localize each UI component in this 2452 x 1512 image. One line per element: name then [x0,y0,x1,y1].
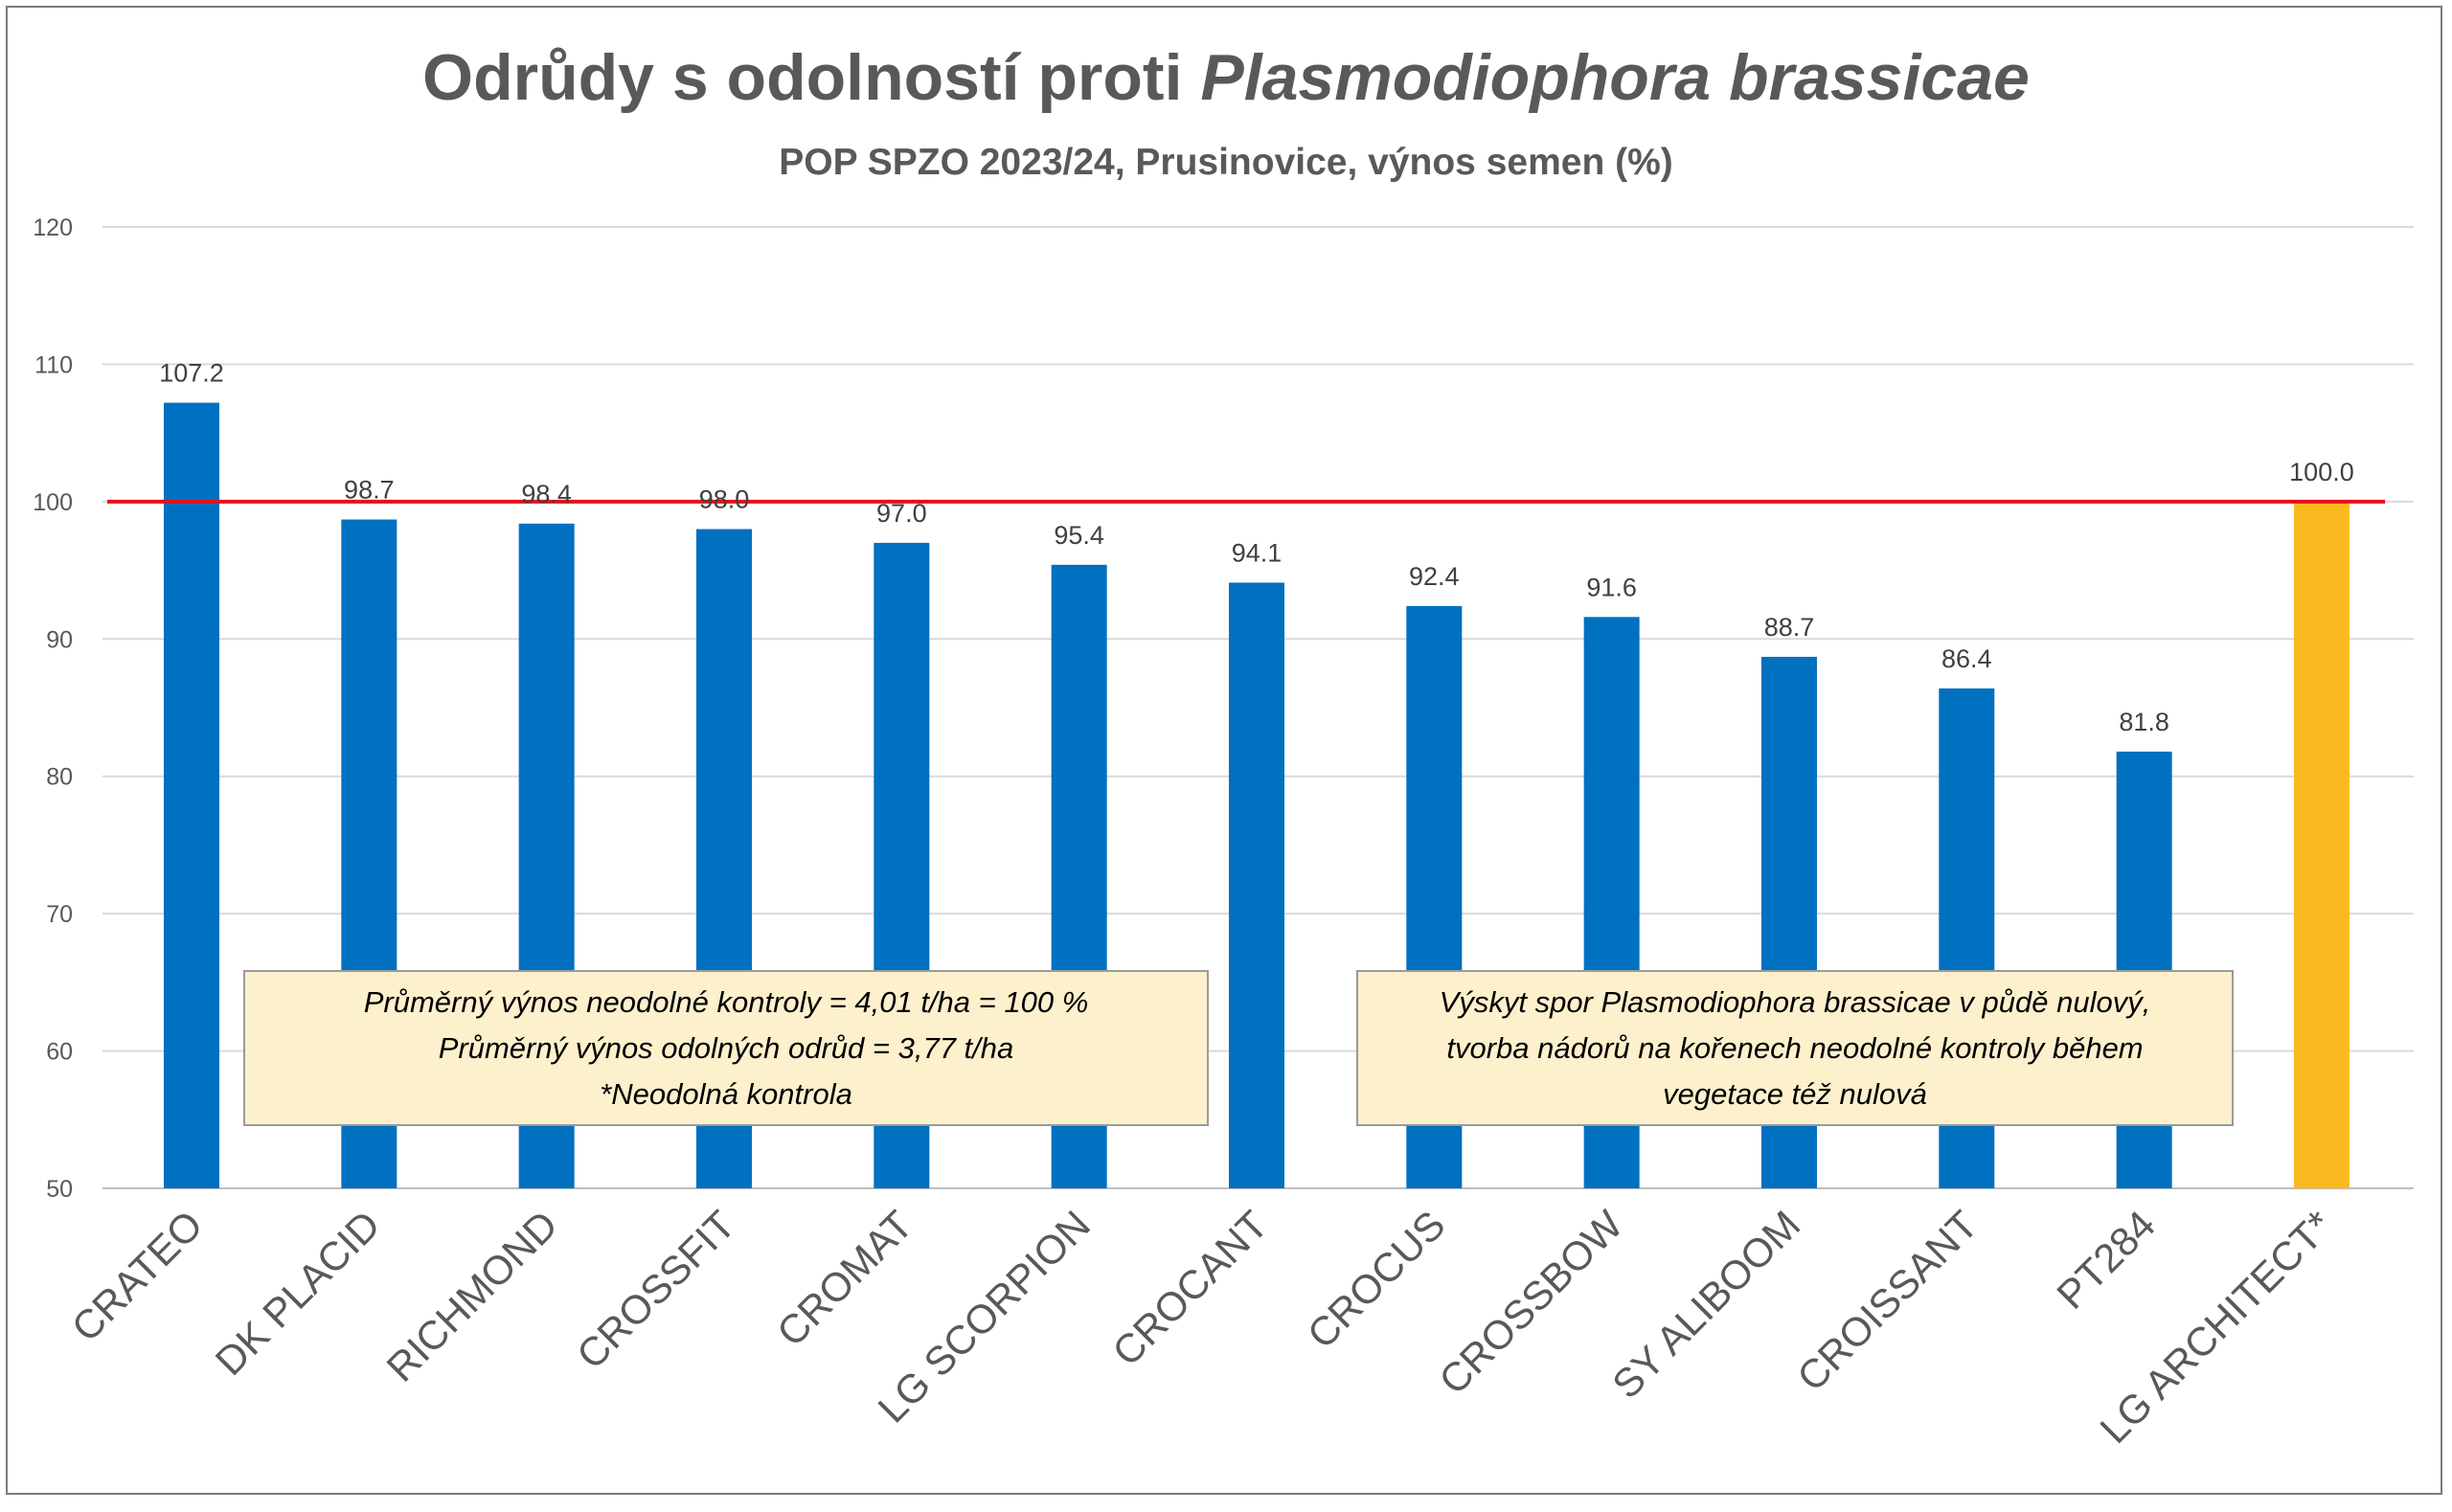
data-labels: 107.2 98.7 98.4 98.0 97.0 95.4 94.1 92.4 91.6 88.… [159,359,2354,736]
y-tick-label: 70 [46,901,73,928]
x-tick-label: CROISSANT [1788,1202,1986,1399]
note-right: Výskyt spor Plasmodiophora brassicae v p… [1356,970,2234,1126]
data-label: 91.6 [1586,573,1637,601]
data-label: 97.0 [876,499,927,528]
title-regular: Odrůdy s odolností proti [422,41,1200,114]
chart-subtitle: POP SPZO 2023/24, Prusinovice, výnos sem… [779,142,1673,183]
y-axis-ticks: 50 60 70 80 90 100 110 120 [33,214,73,1203]
note-right-line-2: tvorba nádorů na kořenech neodolné kontr… [1446,1030,2144,1065]
y-tick-label: 50 [46,1176,73,1203]
data-label: 98.0 [699,485,750,514]
x-tick-label: DK PLACID [207,1202,389,1384]
bars [164,402,2350,1188]
bar [2293,501,2350,1188]
data-label: 98.4 [521,480,572,508]
x-tick-label: PT284 [2048,1202,2164,1318]
data-label: 88.7 [1764,613,1815,642]
data-label: 100.0 [2289,458,2354,486]
x-tick-label: CRATEO [63,1202,212,1350]
x-tick-label: CROMAT [768,1202,921,1355]
data-label: 81.8 [2119,708,2169,736]
x-tick-label: RICHMOND [377,1202,566,1390]
note-left-line-1: Průměrný výnos neodolné kontroly = 4,01 … [363,984,1089,1019]
data-label: 92.4 [1409,562,1460,591]
x-tick-label: CROCANT [1103,1202,1276,1374]
y-tick-label: 60 [46,1039,73,1066]
x-tick-label: CROSSBOW [1430,1202,1631,1403]
data-label: 86.4 [1941,644,1992,673]
data-label: 95.4 [1054,521,1104,550]
y-tick-label: 90 [46,626,73,653]
y-tick-label: 100 [33,489,73,516]
note-right-line-1: Výskyt spor Plasmodiophora brassicae v p… [1439,984,2151,1019]
bar [1228,582,1284,1188]
x-tick-label: CROSSFIT [568,1202,743,1377]
chart-title: Odrůdy s odolností proti Plasmodiophora … [422,41,2030,114]
y-tick-label: 110 [34,351,73,378]
y-tick-label: 80 [46,764,73,791]
note-left-line-3: *Neodolná kontrola [600,1076,852,1111]
note-right-line-3: vegetace též nulová [1663,1076,1927,1111]
note-left-line-2: Průměrný výnos odolných odrůd = 3,77 t/h… [438,1030,1014,1065]
data-label: 107.2 [159,359,224,388]
chart-frame [6,6,2442,1495]
x-tick-label: SY ALIBOOM [1603,1202,1808,1407]
data-label: 98.7 [344,476,395,505]
data-label: 94.1 [1232,538,1283,567]
title-italic: Plasmodiophora brassicae [1200,41,2029,114]
note-left: Průměrný výnos neodolné kontroly = 4,01 … [243,970,1209,1126]
bar [164,402,219,1188]
x-tick-label: CROCUS [1299,1202,1454,1357]
y-tick-label: 120 [33,214,73,241]
